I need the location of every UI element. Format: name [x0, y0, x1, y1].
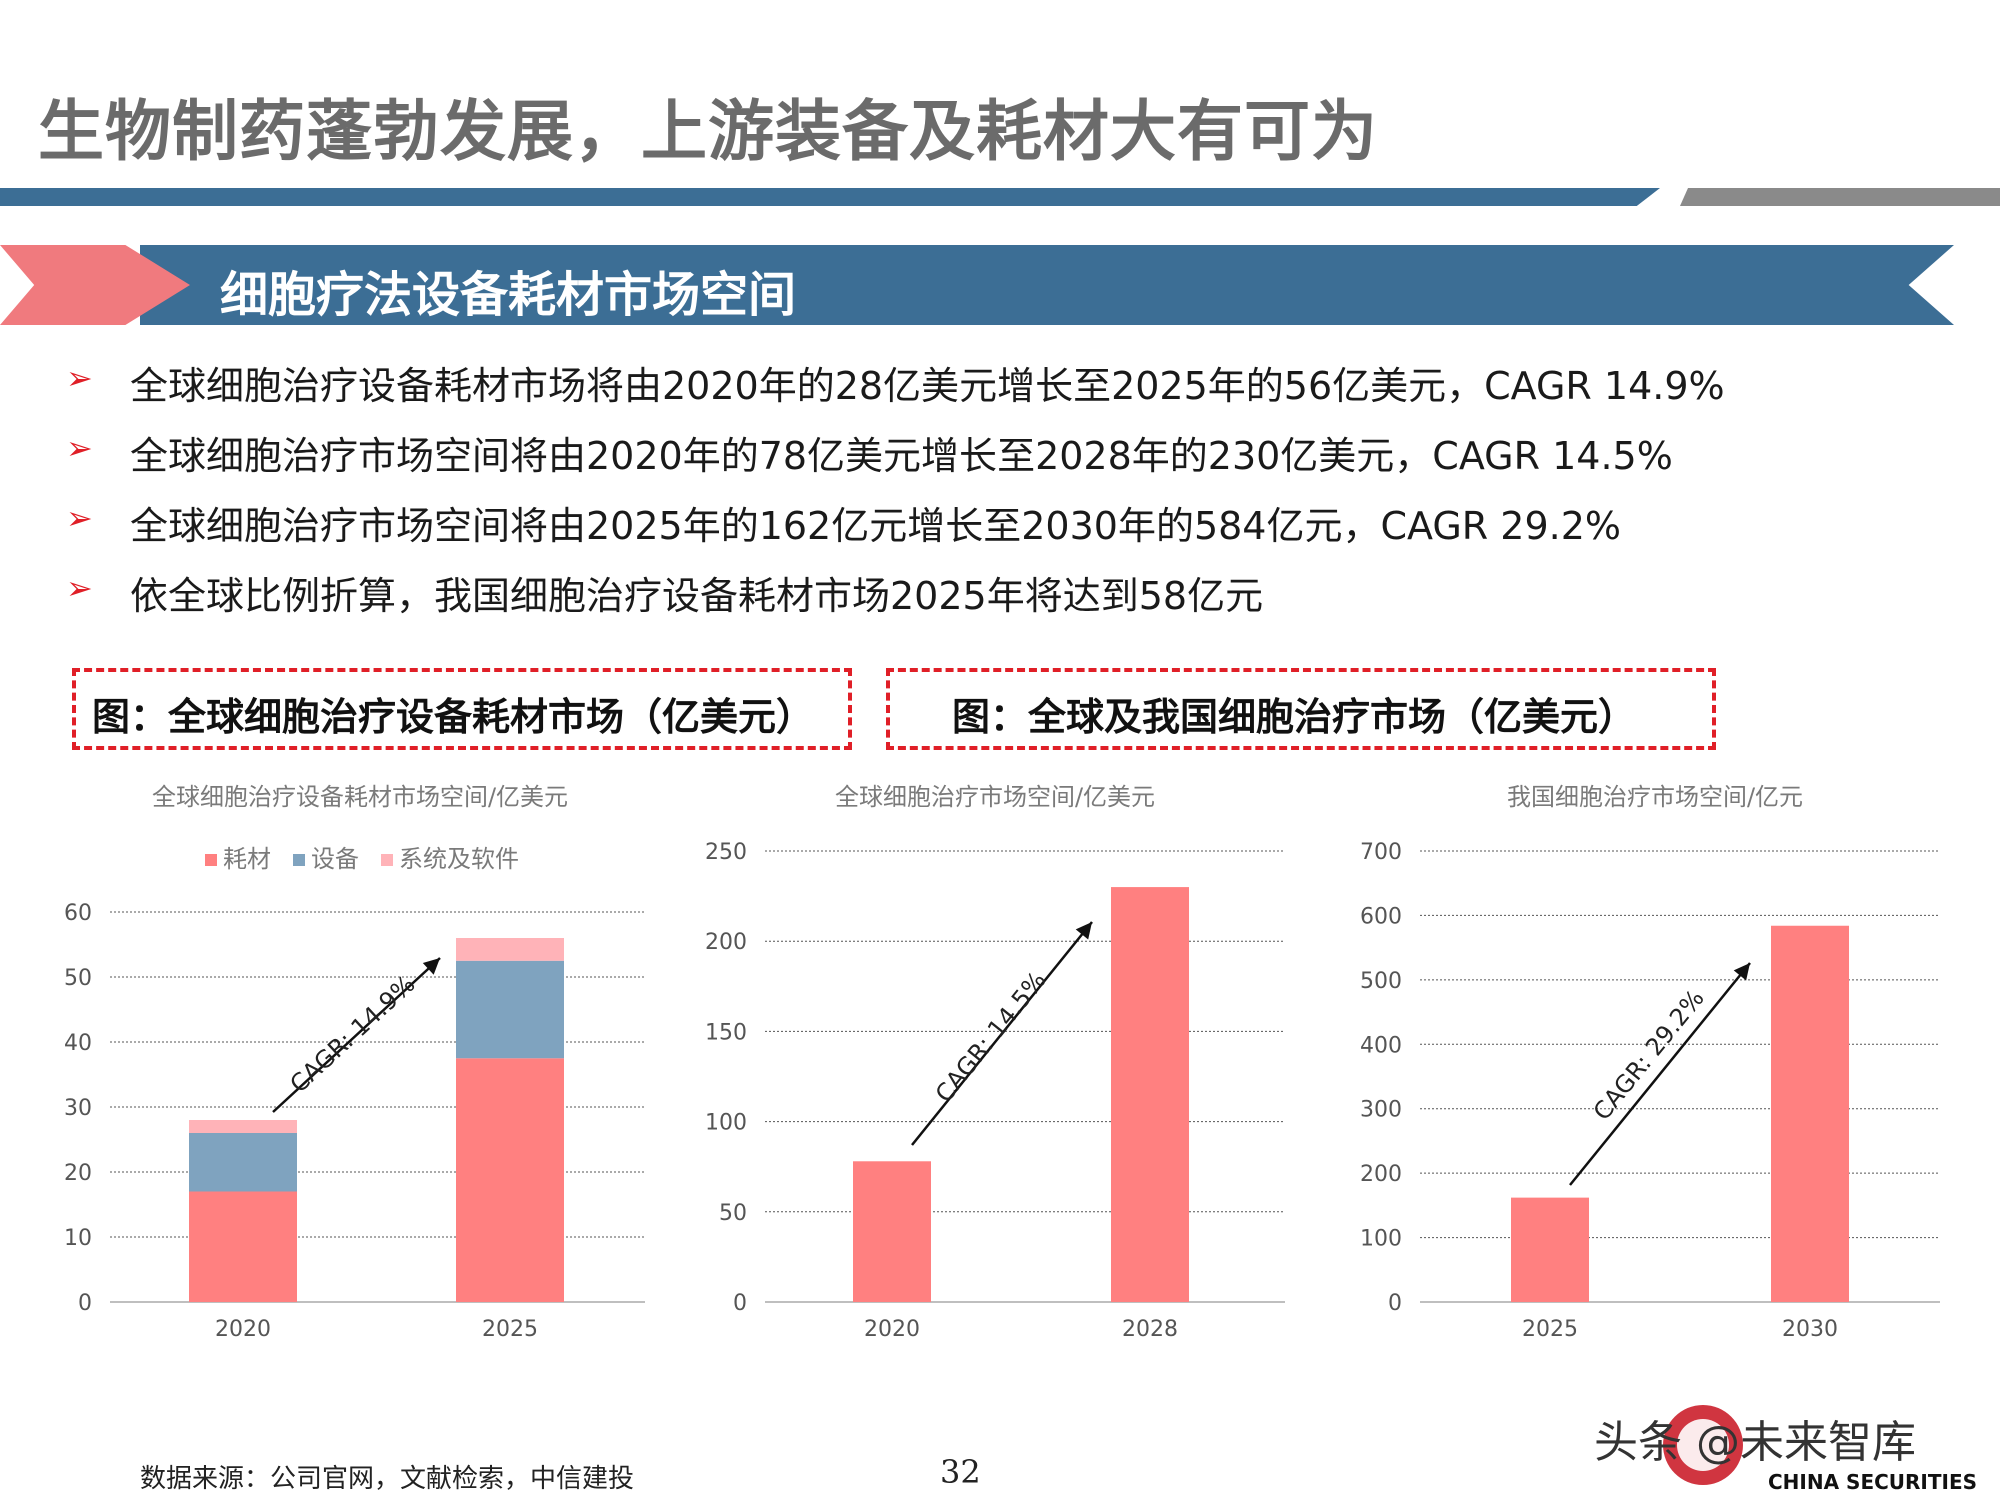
- bar: [1111, 887, 1189, 1302]
- watermark-logo: 头条 @未来智库 CHINA SECURITIES: [1594, 1405, 1977, 1494]
- y-tick-label: 10: [64, 1226, 92, 1251]
- y-tick-label: 250: [705, 840, 747, 865]
- chart-global-equipment-consumables: 全球细胞治疗设备耗材市场空间/亿美元 0 10 20 30 40 50 60 2020 2025 耗…: [64, 783, 645, 1342]
- y-tick-label: 500: [1360, 969, 1402, 994]
- arrow-bullet-icon: ➢: [66, 569, 93, 607]
- legend-swatch: [381, 854, 393, 866]
- header-rule-gray: [1680, 188, 2000, 206]
- y-tick-label: 700: [1360, 840, 1402, 865]
- legend-label: 系统及软件: [399, 845, 519, 873]
- svg-text:头条 @未来智库: 头条 @未来智库: [1594, 1417, 1916, 1468]
- arrow-bullet-icon: ➢: [66, 359, 93, 397]
- legend-label: 耗材: [223, 845, 271, 873]
- cagr-arrowhead-icon: [1075, 922, 1092, 940]
- legend-label: 设备: [311, 845, 359, 873]
- x-tick-label: 2028: [1122, 1317, 1178, 1342]
- x-tick-label: 2025: [1522, 1317, 1578, 1342]
- section-banner: [140, 245, 1954, 325]
- cagr-arrow: [1569, 962, 1751, 1186]
- bullet-text: 全球细胞治疗设备耗材市场将由2020年的28亿美元增长至2025年的56亿美元，…: [130, 364, 1725, 408]
- chart-title: 全球细胞治疗市场空间/亿美元: [835, 783, 1155, 811]
- y-tick-label: 0: [78, 1291, 92, 1316]
- cagr-arrow: [911, 921, 1093, 1146]
- page-number: 32: [940, 1453, 981, 1491]
- bar-segment: [189, 1120, 297, 1133]
- cagr-label: CAGR: 29.2%: [1588, 984, 1710, 1125]
- chart-title: 我国细胞治疗市场空间/亿元: [1507, 783, 1803, 811]
- y-tick-label: 100: [705, 1111, 747, 1136]
- svg-text:CHINA SECURITIES: CHINA SECURITIES: [1768, 1470, 1977, 1494]
- arrow-bullet-icon: ➢: [66, 499, 93, 537]
- x-tick-label: 2020: [215, 1317, 271, 1342]
- cagr-arrow: [272, 957, 441, 1113]
- chart-china-cell-therapy: 我国细胞治疗市场空间/亿元 0 100 200 300 400 500 600 700 2025 2…: [1360, 783, 1940, 1342]
- bar: [1511, 1197, 1589, 1302]
- figure-label-left-text: 图：全球细胞治疗设备耗材市场（亿美元）: [92, 695, 815, 739]
- bar-segment: [189, 1133, 297, 1192]
- y-tick-label: 200: [705, 930, 747, 955]
- y-tick-label: 0: [1388, 1291, 1402, 1316]
- legend-swatch: [205, 854, 217, 866]
- bullet-item: ➢ 全球细胞治疗市场空间将由2020年的78亿美元增长至2028年的230亿美元…: [66, 425, 1916, 495]
- figure-label-right-text: 图：全球及我国细胞治疗市场（亿美元）: [952, 695, 1637, 739]
- bullet-list: ➢ 全球细胞治疗设备耗材市场将由2020年的28亿美元增长至2025年的56亿美…: [66, 355, 1916, 635]
- bar-segment: [189, 1191, 297, 1302]
- y-tick-label: 400: [1360, 1033, 1402, 1058]
- x-tick-label: 2025: [482, 1317, 538, 1342]
- figure-label-left: 图：全球细胞治疗设备耗材市场（亿美元）: [72, 668, 852, 750]
- y-tick-label: 40: [64, 1031, 92, 1056]
- bar-segment: [456, 938, 564, 961]
- bar: [853, 1161, 931, 1302]
- x-tick-label: 2020: [864, 1317, 920, 1342]
- bullet-item: ➢ 全球细胞治疗市场空间将由2025年的162亿元增长至2030年的584亿元，…: [66, 495, 1916, 565]
- y-tick-label: 300: [1360, 1098, 1402, 1123]
- cagr-arrowhead-icon: [422, 958, 440, 975]
- header-rule-blue: [0, 188, 1660, 206]
- legend-swatch: [293, 854, 305, 866]
- y-tick-label: 600: [1360, 904, 1402, 929]
- bar-segment: [456, 960, 564, 1059]
- chart-global-cell-therapy: 全球细胞治疗市场空间/亿美元 0 50 100 150 200 250 2020 2028 CAG…: [705, 783, 1285, 1342]
- y-tick-label: 50: [719, 1201, 747, 1226]
- bar: [1771, 925, 1849, 1302]
- bullet-text: 全球细胞治疗市场空间将由2020年的78亿美元增长至2028年的230亿美元，C…: [130, 434, 1673, 478]
- y-tick-label: 60: [64, 901, 92, 926]
- slide-title: 生物制药蓬勃发展，上游装备及耗材大有可为: [38, 93, 1378, 170]
- section-title: 细胞疗法设备耗材市场空间: [220, 267, 797, 323]
- cagr-label: CAGR: 14.5%: [930, 966, 1052, 1108]
- bullet-item: ➢ 依全球比例折算，我国细胞治疗设备耗材市场2025年将达到58亿元: [66, 565, 1916, 635]
- cagr-label: CAGR: 14.9%: [285, 970, 421, 1099]
- y-tick-label: 150: [705, 1020, 747, 1045]
- figure-label-right: 图：全球及我国细胞治疗市场（亿美元）: [886, 668, 1716, 750]
- bullet-text: 依全球比例折算，我国细胞治疗设备耗材市场2025年将达到58亿元: [130, 574, 1264, 618]
- arrow-bullet-icon: ➢: [66, 429, 93, 467]
- x-tick-label: 2030: [1782, 1317, 1838, 1342]
- bar-segment: [456, 1058, 564, 1302]
- y-tick-label: 30: [64, 1096, 92, 1121]
- y-tick-label: 100: [1360, 1227, 1402, 1252]
- chart-title: 全球细胞治疗设备耗材市场空间/亿美元: [152, 783, 568, 811]
- y-tick-label: 50: [64, 966, 92, 991]
- y-tick-label: 200: [1360, 1162, 1402, 1187]
- bullet-text: 全球细胞治疗市场空间将由2025年的162亿元增长至2030年的584亿元，CA…: [130, 504, 1621, 548]
- bullet-item: ➢ 全球细胞治疗设备耗材市场将由2020年的28亿美元增长至2025年的56亿美…: [66, 355, 1916, 425]
- data-source: 数据来源：公司官网，文献检索，中信建投: [140, 1464, 635, 1494]
- y-tick-label: 0: [733, 1291, 747, 1316]
- y-tick-label: 20: [64, 1161, 92, 1186]
- cagr-arrowhead-icon: [1733, 963, 1750, 981]
